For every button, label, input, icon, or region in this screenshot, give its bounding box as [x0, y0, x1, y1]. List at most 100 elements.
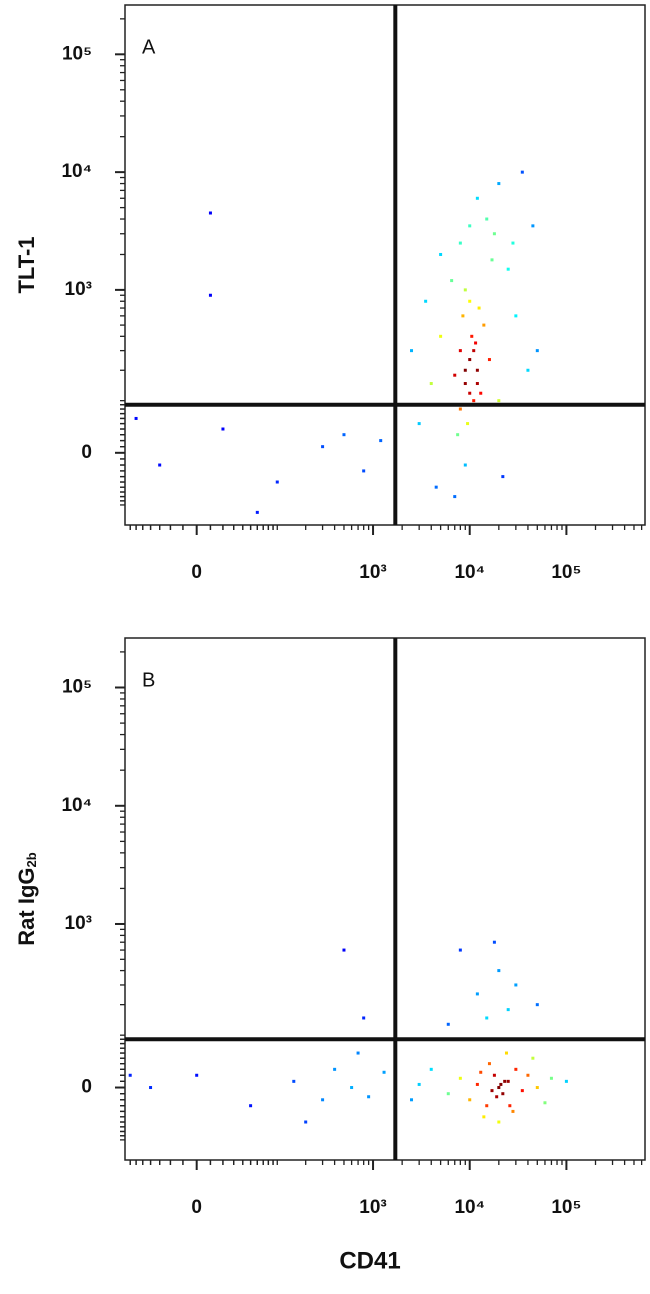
event-dot [453, 373, 457, 377]
x-tick-label: 10⁴ [454, 562, 485, 583]
event-dot [487, 1062, 491, 1066]
event-dot [410, 1098, 414, 1102]
event-dot [439, 334, 443, 338]
plot-frame [124, 4, 646, 526]
y-tick-label: 10³ [65, 913, 92, 934]
event-dot [458, 1076, 462, 1080]
event-dot [531, 1056, 535, 1060]
y-axis-label: TLT-1 [14, 236, 39, 293]
event-dot [504, 1051, 508, 1055]
event-dot [526, 1073, 530, 1077]
event-dot [487, 358, 491, 362]
event-dot [482, 1115, 486, 1119]
event-dot [479, 391, 483, 395]
y-tick-label: 10⁵ [62, 677, 92, 698]
event-dot [535, 1086, 539, 1090]
event-dot [350, 1086, 354, 1090]
event-dot [468, 358, 472, 362]
event-dot [514, 983, 518, 987]
event-dot [520, 1089, 524, 1093]
event-dot [417, 1082, 421, 1086]
event-dot [479, 1070, 483, 1074]
event-dot [255, 510, 259, 514]
event-dot [495, 1095, 499, 1099]
event-dot [535, 1003, 539, 1007]
event-dot [379, 439, 383, 443]
event-dot [456, 433, 460, 437]
y-tick-label: 0 [81, 442, 92, 463]
event-dot [497, 182, 501, 186]
panel-label: B [142, 669, 155, 691]
event-dot [195, 1073, 199, 1077]
x-tick-label: 0 [191, 562, 202, 583]
event-dot [158, 463, 162, 467]
event-dot [458, 407, 462, 411]
event-dot [429, 1067, 433, 1071]
event-dot [490, 1089, 494, 1093]
event-dot [499, 1082, 503, 1086]
event-dot [410, 349, 414, 353]
event-dot [424, 299, 428, 303]
event-dot [475, 992, 479, 996]
event-dot [463, 463, 467, 467]
event-dot [466, 422, 470, 426]
event-dot [356, 1051, 360, 1055]
event-dot [292, 1079, 296, 1083]
event-dot [511, 241, 515, 245]
event-dot [535, 349, 539, 353]
event-dot [470, 334, 474, 338]
event-dot [506, 1008, 510, 1012]
y-axis-label-text: Rat IgG [14, 867, 39, 945]
event-dot [475, 196, 479, 200]
event-dot [503, 1079, 507, 1083]
event-dot [463, 288, 467, 292]
event-dot [485, 217, 489, 221]
panel-label: A [142, 36, 156, 58]
event-dot [549, 1076, 553, 1080]
y-tick-label: 0 [81, 1077, 92, 1098]
event-dot [382, 1070, 386, 1074]
event-dot [333, 1067, 337, 1071]
event-dot [342, 433, 346, 437]
event-dot [128, 1073, 132, 1077]
event-dot [506, 1079, 510, 1083]
event-dot [434, 485, 438, 489]
event-dot [468, 391, 472, 395]
x-tick-label: 10⁴ [454, 1197, 485, 1218]
event-dot [342, 948, 346, 952]
event-dot [492, 940, 496, 944]
y-tick-label: 10⁴ [61, 795, 92, 816]
event-dot [485, 1016, 489, 1020]
y-tick-label: 10³ [65, 279, 92, 300]
event-dot [492, 232, 496, 236]
event-dot [474, 341, 478, 345]
event-dot [497, 399, 501, 403]
event-dot [492, 1073, 496, 1077]
x-tick-label: 10⁵ [551, 1197, 581, 1218]
event-dot [439, 252, 443, 256]
event-dot [508, 1104, 512, 1108]
x-tick-label: 10³ [359, 1197, 386, 1218]
event-dot [526, 368, 530, 372]
event-dot [321, 1098, 325, 1102]
event-dot [446, 1022, 450, 1026]
event-dot [461, 314, 465, 318]
y-axis-label: Rat IgG2b [14, 852, 40, 945]
event-dot [472, 399, 476, 403]
plot-frame [124, 637, 646, 1161]
y-tick-label: 10⁴ [61, 161, 92, 182]
event-dot [506, 267, 510, 271]
event-dot [497, 969, 501, 973]
event-dot [475, 368, 479, 372]
event-dot [417, 422, 421, 426]
event-dot [453, 495, 457, 499]
event-dot [446, 1092, 450, 1096]
event-dot [275, 480, 279, 484]
event-dot [564, 1079, 568, 1083]
event-dot [134, 416, 138, 420]
event-dot [531, 224, 535, 228]
event-dot [475, 1082, 479, 1086]
event-dot [221, 427, 225, 431]
event-dot [511, 1109, 515, 1113]
